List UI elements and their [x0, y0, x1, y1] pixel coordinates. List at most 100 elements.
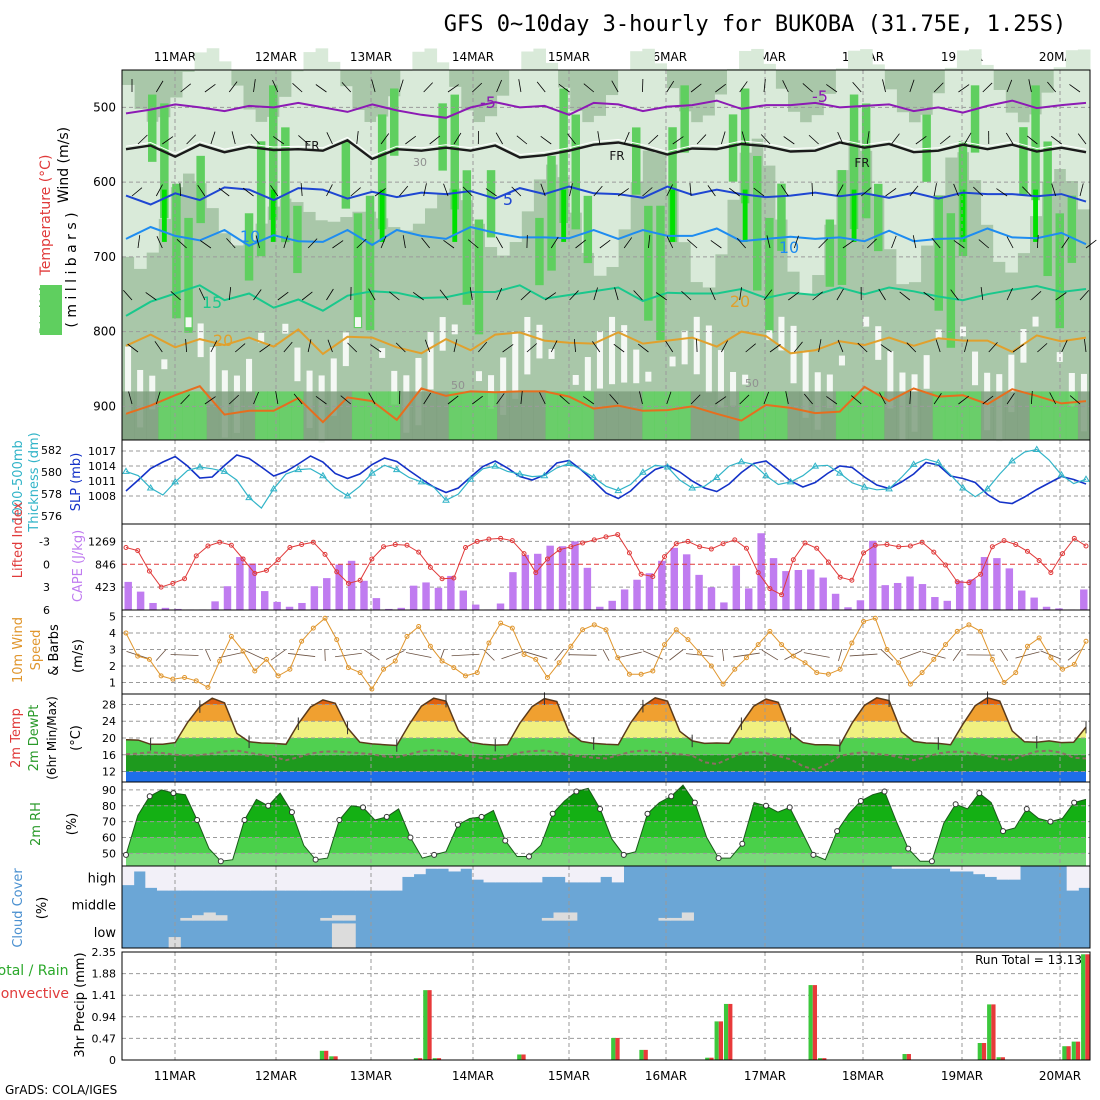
cape-bar [1080, 589, 1088, 610]
rh-shading [122, 48, 1091, 443]
rh-lower-band [763, 391, 776, 440]
cloud-high-gap [950, 866, 963, 872]
rh-dry-cell [633, 349, 640, 384]
wind-barb [707, 185, 716, 197]
rh-lower-band [775, 391, 788, 440]
cloud-high-gap [506, 866, 520, 883]
wind-barb [307, 238, 318, 249]
rh-lower-band [751, 391, 764, 440]
wind-barb [681, 290, 692, 301]
thickness-marker [712, 473, 721, 480]
wind-barb [633, 290, 643, 301]
rh-dry-cell [826, 374, 833, 409]
wind-barb [389, 291, 400, 301]
y-tick-label-rh: 90 [102, 784, 116, 797]
wind-speed-marker [931, 656, 937, 662]
lifted-index-marker [568, 544, 574, 550]
wind-barb [935, 339, 941, 353]
rh-dry-band [315, 48, 329, 221]
lifted-index-marker [170, 580, 176, 586]
rh-dry-band [702, 115, 716, 288]
precip-convective-bar [1075, 1041, 1081, 1060]
precip-convective-bar [812, 985, 817, 1060]
cloud-high-gap [226, 866, 240, 891]
rh-lower-band [351, 391, 365, 440]
wind-barb [520, 391, 523, 405]
wind-speed-marker [310, 625, 316, 631]
wind-speed-marker [521, 651, 527, 657]
cape-bar [136, 591, 145, 610]
cloud-high-gap [296, 866, 310, 891]
x-tick-label-bottom: 18MAR [842, 1069, 884, 1083]
wind-barb [472, 395, 483, 405]
wind-barb [710, 240, 722, 249]
wind-barb [860, 187, 872, 197]
wind-barb [818, 339, 822, 353]
wind-barb [597, 131, 601, 145]
precip-convective-bar [615, 1037, 620, 1060]
precip-total-bar [977, 1042, 982, 1060]
cape-bar [509, 572, 517, 610]
2m-rh-marker [857, 798, 864, 805]
rh-dry-band [170, 97, 183, 188]
cloud-high-gap [961, 866, 974, 872]
rh-lower-band [388, 391, 401, 440]
wind-barb [283, 235, 289, 249]
rh-dry-cell [475, 371, 482, 382]
wind-barb [253, 289, 262, 301]
wind-speed-marker [673, 627, 679, 633]
cloud-high-gap [215, 866, 228, 891]
cloud-high-gap [401, 866, 415, 877]
isotherm-line [125, 225, 1087, 247]
wind-barb [623, 237, 633, 249]
rh-dry-cell [1068, 373, 1075, 407]
rh-lower-band [860, 391, 873, 440]
rh-moist-band [244, 213, 254, 281]
wind-barb [495, 132, 503, 145]
wind-barb [689, 183, 692, 197]
contour-label: 20 [213, 331, 233, 350]
wind-barb [496, 79, 502, 93]
wind-barb [536, 81, 546, 93]
lifted-index-marker [135, 548, 141, 554]
lifted-index-marker [872, 542, 878, 548]
rh-lower-band [557, 391, 571, 440]
wind-speed-marker [217, 658, 223, 664]
rh-dry-band [932, 93, 946, 195]
wind-barb [301, 291, 313, 301]
rh-dry-cell [645, 371, 652, 382]
page-title: GFS 0~10day 3-hourly for BUKOBA (31.75E,… [444, 12, 1067, 37]
rh-dry-cell [524, 316, 531, 375]
rh-saturated-cell [379, 189, 385, 242]
precip-total-bar [319, 1050, 325, 1060]
2m-rh-marker [644, 810, 651, 817]
2m-rh-marker [431, 851, 438, 858]
wind-barb [715, 396, 727, 405]
2m-rh-marker [715, 855, 722, 862]
wind-barb [1031, 291, 1042, 301]
lifted-index-marker [697, 544, 703, 550]
cloud-high-gap [1066, 866, 1079, 891]
rh-moist-band [825, 219, 835, 287]
lifted-index-marker [884, 541, 890, 547]
wind-barb [788, 291, 800, 301]
panel-frame [121, 951, 1091, 1061]
cloud-level-label: low [94, 926, 117, 941]
rh-lower-band [981, 391, 994, 440]
2m-rh-marker [620, 851, 627, 858]
wind-barb [696, 338, 698, 353]
lifted-index-marker [287, 545, 293, 551]
wind-barb [539, 392, 546, 405]
lifted-index-marker [732, 537, 738, 543]
rh-dry-band [835, 68, 849, 171]
rh-moist-band [571, 114, 580, 230]
rh-moist-band [148, 94, 157, 162]
wind-barb [745, 343, 756, 353]
surface-wind-barb [524, 651, 548, 659]
rh-lower-band [436, 391, 450, 440]
rh-moist-band [934, 195, 943, 311]
wind-barb [137, 235, 141, 249]
wind-barb [573, 339, 576, 353]
wind-barb [558, 84, 570, 93]
wind-barb [721, 340, 728, 353]
